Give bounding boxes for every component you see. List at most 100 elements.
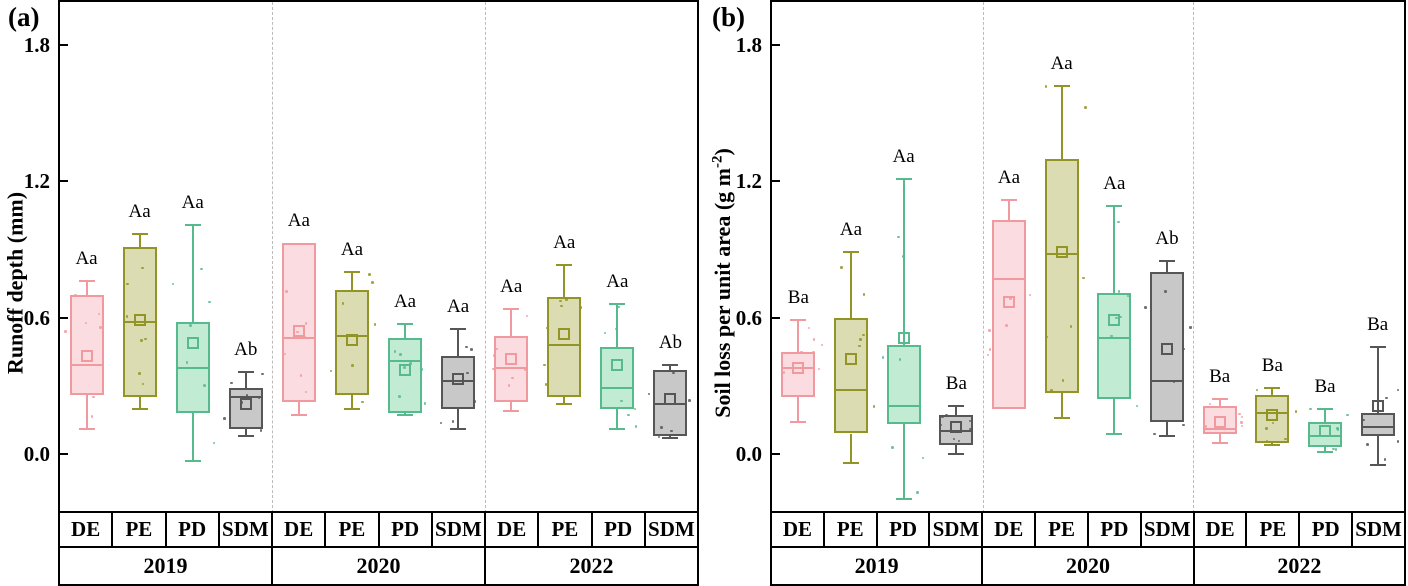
lower-whisker xyxy=(797,397,800,423)
median-line xyxy=(228,396,263,399)
jitter-dot xyxy=(285,290,288,293)
box-rect xyxy=(886,344,921,425)
sig-label: Aa xyxy=(500,275,523,297)
y-tick xyxy=(60,44,68,47)
sig-label: Aa xyxy=(606,271,629,293)
jitter-dot xyxy=(1082,276,1085,280)
lower-whisker-cap xyxy=(290,414,307,417)
lower-whisker xyxy=(1060,392,1063,418)
lower-whisker-cap xyxy=(397,414,414,417)
mean-marker xyxy=(1213,416,1226,429)
year-separator xyxy=(1193,2,1195,513)
lower-whisker-cap xyxy=(662,437,679,440)
year-cell-2022: 2022 xyxy=(1277,553,1322,578)
jitter-dot xyxy=(230,381,233,385)
jitter-dot xyxy=(125,315,129,318)
sig-label: Aa xyxy=(553,232,576,254)
treatment-cell-2019-DE: DE xyxy=(60,513,114,546)
mean-marker xyxy=(399,363,412,376)
jitter-dot xyxy=(670,429,673,433)
box-rect xyxy=(281,242,316,402)
year-separator xyxy=(272,2,274,513)
jitter-dot xyxy=(304,390,308,394)
jitter-dot xyxy=(988,348,992,351)
treatment-cell-2022-PE: PE xyxy=(1247,513,1301,546)
jitter-dot xyxy=(1135,404,1139,408)
x-axis-table: DE PE PD SDM DE PE PD SDM DE PE PD SDM 2019 2020 2022 xyxy=(770,511,1406,586)
upper-whisker xyxy=(85,281,88,295)
jitter-dot xyxy=(523,368,527,371)
jitter-dot xyxy=(126,282,129,286)
jitter-dot xyxy=(840,266,843,269)
jitter-dot xyxy=(1271,421,1275,425)
year-cell-2019: 2019 xyxy=(60,548,273,584)
box-rect xyxy=(834,317,868,434)
y-tick-label: 0.0 xyxy=(23,441,50,466)
mean-marker xyxy=(1161,343,1173,356)
box-rect xyxy=(334,290,369,395)
upper-whisker-cap xyxy=(948,405,965,408)
lower-whisker-cap xyxy=(609,427,626,430)
median-line xyxy=(1150,380,1184,383)
treatment-cell-2019-DE: DE xyxy=(772,513,825,546)
jitter-dot xyxy=(1240,415,1244,419)
jitter-dot xyxy=(495,347,498,351)
upper-whisker-cap xyxy=(662,364,679,367)
lower-whisker xyxy=(902,424,905,500)
panel-b-label: (b) xyxy=(712,2,745,32)
jitter-dot xyxy=(1362,418,1365,422)
mean-marker xyxy=(505,352,518,365)
sig-label: Aa xyxy=(447,296,470,318)
lower-whisker xyxy=(457,408,460,429)
lower-whisker xyxy=(616,408,619,429)
jitter-dot xyxy=(603,331,607,335)
y-tick xyxy=(60,316,68,319)
lower-whisker xyxy=(85,394,88,429)
median-line xyxy=(1255,412,1290,415)
box-rect xyxy=(781,351,816,398)
median-line xyxy=(600,387,635,390)
box-rect xyxy=(1255,394,1290,443)
mean-marker xyxy=(345,334,358,347)
jitter-dot xyxy=(1182,347,1185,351)
jitter-dot xyxy=(212,441,216,445)
year-separator xyxy=(982,2,984,513)
year-row: 2019 2020 2022 xyxy=(60,548,697,584)
jitter-dot xyxy=(470,348,473,351)
jitter-dot xyxy=(817,367,821,371)
jitter-dot xyxy=(1164,290,1167,293)
treatment-cell-2020-DE: DE xyxy=(983,513,1037,546)
jitter-dot xyxy=(1061,379,1065,382)
sig-label: Ba xyxy=(787,286,809,308)
jitter-dot xyxy=(1117,290,1121,293)
sig-label: Ba xyxy=(945,373,967,395)
jitter-dot xyxy=(858,344,861,348)
jitter-dot xyxy=(1028,293,1032,297)
sig-label: Ab xyxy=(658,332,683,354)
jitter-dot xyxy=(208,300,211,304)
upper-whisker-cap xyxy=(609,303,626,306)
jitter-dot xyxy=(1069,325,1073,328)
median-line xyxy=(388,359,423,362)
lower-whisker xyxy=(404,413,407,416)
sig-label: Aa xyxy=(1050,53,1073,75)
jitter-dot xyxy=(97,312,101,316)
lower-whisker xyxy=(297,401,300,416)
upper-whisker-cap xyxy=(556,264,573,267)
upper-whisker xyxy=(955,406,958,416)
year-cell-2020: 2020 xyxy=(983,548,1195,584)
jitter-dot xyxy=(939,423,942,427)
mean-marker xyxy=(845,352,857,365)
sig-label: Ba xyxy=(1314,375,1336,397)
lower-whisker-cap xyxy=(556,402,573,405)
jitter-dot xyxy=(1396,440,1400,443)
sig-label: Aa xyxy=(128,200,151,222)
jitter-dot xyxy=(615,327,618,331)
jitter-dot xyxy=(1208,402,1212,406)
jitter-dot xyxy=(493,354,496,357)
upper-whisker xyxy=(902,179,905,345)
treatment-cell-2020-SDM: SDM xyxy=(1142,513,1195,546)
jitter-dot xyxy=(200,267,203,271)
lower-whisker xyxy=(1113,399,1116,434)
